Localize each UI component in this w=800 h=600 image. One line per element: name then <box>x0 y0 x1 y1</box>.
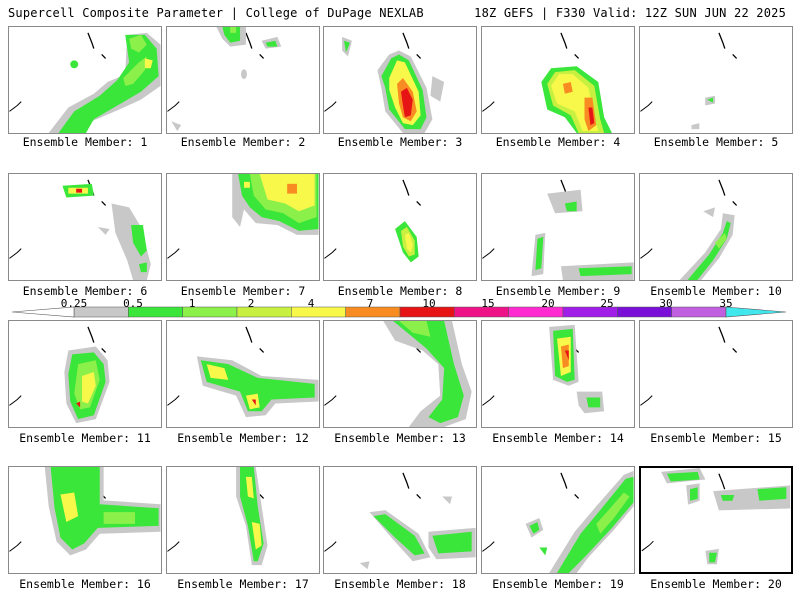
field-map <box>641 468 791 565</box>
field-map <box>640 32 738 130</box>
panel-caption: Ensemble Member: 6 <box>22 284 148 298</box>
colorbar-segment <box>291 306 346 318</box>
colorbar-tick-label: 0.25 <box>60 297 88 310</box>
ensemble-member-panel <box>323 173 477 281</box>
panel-caption: Ensemble Member: 17 <box>177 577 309 591</box>
colorbar-tick-label: 0.5 <box>123 297 143 310</box>
panel-caption: Ensemble Member: 1 <box>22 135 148 149</box>
ensemble-member-panel <box>481 26 635 134</box>
ensemble-member-panel <box>481 320 635 428</box>
panel-caption: Ensemble Member: 3 <box>337 135 463 149</box>
panel-caption: Ensemble Member: 5 <box>653 135 779 149</box>
field-map <box>167 27 282 132</box>
panel-caption: Ensemble Member: 13 <box>334 431 466 445</box>
panel-caption: Ensemble Member: 20 <box>650 577 782 591</box>
field-map <box>167 174 319 259</box>
colorbar-tick-label: 15 <box>481 297 495 310</box>
colorbar-tick-label: 1 <box>188 297 196 310</box>
ensemble-member-panel <box>8 173 162 281</box>
ensemble-member-panel <box>323 26 477 134</box>
colorbar-tick-label: 35 <box>719 297 733 310</box>
map-title: Supercell Composite Parameter | College … <box>8 6 424 20</box>
ensemble-member-panel <box>166 26 320 134</box>
field-map <box>9 467 161 556</box>
field-map <box>482 470 634 573</box>
colorbar-tick-label: 2 <box>247 297 255 310</box>
colorbar-tick-label: 25 <box>600 297 614 310</box>
panel-caption: Ensemble Member: 12 <box>177 431 309 445</box>
panel-caption: Ensemble Member: 16 <box>19 577 151 591</box>
field-map <box>9 179 151 280</box>
field-map <box>324 472 476 570</box>
field-map <box>482 32 612 133</box>
panel-caption: Ensemble Member: 2 <box>180 135 306 149</box>
colorbar <box>11 306 787 318</box>
colorbar-tick-label: 20 <box>541 297 555 310</box>
ensemble-member-panel <box>323 320 477 428</box>
panel-caption: Ensemble Member: 4 <box>495 135 621 149</box>
ensemble-member-panel <box>481 173 635 281</box>
field-map <box>167 467 268 566</box>
ensemble-member-panel <box>639 466 793 574</box>
panel-caption: Ensemble Member: 11 <box>19 431 151 445</box>
panel-caption: Ensemble Member: 9 <box>495 284 621 298</box>
ensemble-member-panel <box>8 320 162 428</box>
ensemble-member-panel <box>166 173 320 281</box>
colorbar-segment <box>508 306 564 318</box>
field-map <box>324 32 445 133</box>
colorbar-left-arrow <box>11 306 75 318</box>
ensemble-member-panel <box>639 173 793 281</box>
panel-caption: Ensemble Member: 15 <box>650 431 782 445</box>
ensemble-member-panel <box>166 320 320 428</box>
field-map <box>482 179 634 280</box>
ensemble-member-panel <box>481 466 635 574</box>
field-map <box>324 321 472 427</box>
colorbar-segment <box>671 306 727 318</box>
panel-caption: Ensemble Member: 14 <box>492 431 624 445</box>
ensemble-member-panel <box>639 26 793 134</box>
run-info: 18Z GEFS | F330 Valid: 12Z SUN JUN 22 20… <box>474 6 786 20</box>
field-map <box>9 32 161 133</box>
field-map <box>640 179 738 280</box>
field-map <box>640 326 738 406</box>
panel-caption: Ensemble Member: 18 <box>334 577 466 591</box>
panel-caption: Ensemble Member: 19 <box>492 577 624 591</box>
panel-caption: Ensemble Member: 10 <box>650 284 782 298</box>
colorbar-tick-label: 30 <box>659 297 673 310</box>
colorbar-right-arrow <box>725 306 787 318</box>
field-map <box>9 326 110 424</box>
ensemble-member-panel <box>8 466 162 574</box>
colorbar-tick-label: 7 <box>366 297 374 310</box>
ensemble-member-panel <box>639 320 793 428</box>
ensemble-member-panel <box>323 466 477 574</box>
ensemble-member-panel <box>166 466 320 574</box>
field-map <box>482 324 605 414</box>
colorbar-tick-label: 10 <box>422 297 436 310</box>
colorbar-segment <box>236 306 292 318</box>
field-map <box>324 179 422 263</box>
ensemble-member-panel <box>8 26 162 134</box>
panel-caption: Ensemble Member: 8 <box>337 284 463 298</box>
panel-caption: Ensemble Member: 7 <box>180 284 306 298</box>
field-map <box>167 326 319 418</box>
colorbar-tick-label: 4 <box>307 297 315 310</box>
